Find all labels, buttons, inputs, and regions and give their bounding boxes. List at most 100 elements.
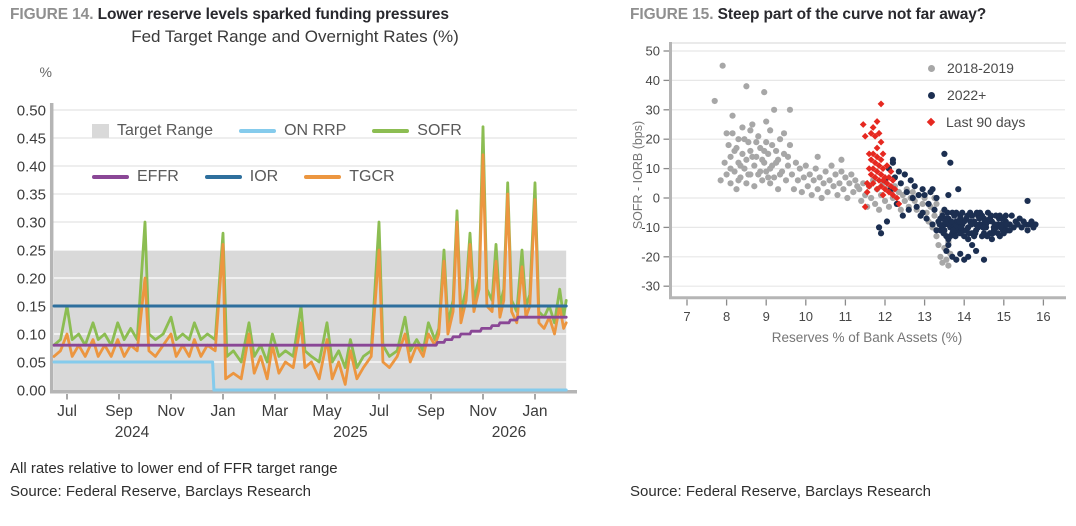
data-point-diamond bbox=[863, 179, 871, 187]
data-point bbox=[773, 147, 780, 155]
data-point bbox=[786, 106, 794, 113]
data-point bbox=[883, 218, 891, 225]
data-point bbox=[773, 159, 780, 166]
tgcr-line-swatch-icon bbox=[304, 175, 342, 179]
data-point bbox=[968, 221, 975, 228]
data-point bbox=[848, 171, 855, 178]
legend-label-target-range: Target Range bbox=[117, 122, 214, 139]
target-range-band bbox=[54, 250, 567, 390]
data-point-diamond bbox=[875, 176, 883, 184]
data-point bbox=[940, 230, 947, 237]
data-point bbox=[923, 215, 930, 222]
data-point bbox=[919, 200, 926, 207]
data-point bbox=[759, 177, 766, 184]
scatter-series-last-90-days bbox=[859, 100, 903, 211]
data-point-diamond bbox=[875, 129, 883, 137]
data-point-diamond bbox=[885, 188, 893, 196]
series-line-tgcr bbox=[52, 153, 568, 386]
data-point bbox=[1032, 221, 1039, 228]
data-point bbox=[747, 127, 754, 134]
data-point-diamond bbox=[867, 129, 875, 137]
figure15-title: FIGURE 15. Steep part of the curve not f… bbox=[630, 6, 986, 24]
figure14-footnote: All rates relative to lower end of FFR t… bbox=[10, 460, 338, 477]
data-point-diamond bbox=[863, 188, 871, 196]
figure14-label: FIGURE 14. bbox=[10, 6, 94, 23]
data-point bbox=[802, 162, 809, 169]
data-point bbox=[842, 174, 849, 181]
ior-line-swatch-icon bbox=[204, 175, 242, 179]
data-point bbox=[737, 162, 744, 169]
legend-item-2018-2019: 2018-2019 bbox=[928, 59, 1025, 77]
data-point bbox=[784, 153, 792, 160]
legend-item-2022plus: 2022+ bbox=[928, 86, 1025, 104]
y-tick-label: 0.45 bbox=[17, 131, 46, 148]
data-point bbox=[814, 153, 821, 160]
data-point bbox=[717, 177, 724, 184]
data-point bbox=[1008, 212, 1015, 219]
data-point-diamond bbox=[871, 174, 879, 181]
data-point bbox=[937, 215, 944, 222]
data-point bbox=[965, 230, 973, 237]
data-point bbox=[721, 159, 728, 166]
data-point bbox=[989, 230, 996, 237]
data-point bbox=[826, 177, 833, 184]
data-point bbox=[976, 215, 983, 222]
y-tick-label: 0.50 bbox=[17, 103, 46, 120]
figure15-label: FIGURE 15. bbox=[630, 6, 714, 23]
legend-item-tgcr: TGCR bbox=[304, 168, 395, 186]
data-point bbox=[909, 189, 916, 196]
legend-label-sofr: SOFR bbox=[417, 122, 462, 139]
data-point bbox=[953, 256, 960, 263]
y-tick-label: 50 bbox=[646, 44, 660, 59]
data-point bbox=[981, 218, 988, 225]
data-point-diamond bbox=[869, 165, 877, 172]
data-point bbox=[745, 171, 752, 178]
data-point bbox=[933, 194, 940, 202]
data-point bbox=[944, 209, 951, 216]
data-point bbox=[941, 150, 948, 157]
data-point bbox=[749, 153, 756, 160]
data-point bbox=[1003, 221, 1011, 228]
data-point bbox=[881, 197, 889, 205]
data-point bbox=[872, 200, 879, 207]
data-point bbox=[860, 180, 867, 187]
data-point bbox=[798, 189, 805, 196]
data-point-diamond bbox=[877, 182, 885, 190]
data-point bbox=[832, 171, 839, 178]
data-point-diamond bbox=[871, 132, 879, 140]
effr-line-swatch-icon bbox=[92, 175, 129, 179]
x-tick-label: Nov bbox=[157, 403, 185, 420]
data-point bbox=[907, 177, 914, 184]
data-point bbox=[933, 200, 940, 207]
y-tick-label: 0.30 bbox=[17, 215, 46, 232]
data-point bbox=[729, 112, 736, 119]
data-point bbox=[875, 206, 883, 213]
data-point bbox=[899, 212, 906, 219]
data-point bbox=[767, 165, 774, 172]
data-point bbox=[969, 212, 976, 219]
data-point bbox=[769, 141, 776, 149]
data-point-diamond bbox=[869, 150, 877, 158]
x-tick-label: 10 bbox=[799, 309, 813, 324]
data-point bbox=[919, 209, 926, 216]
data-point bbox=[964, 212, 971, 219]
data-point-diamond bbox=[893, 194, 901, 202]
data-point bbox=[846, 180, 853, 187]
data-point-diamond bbox=[889, 191, 897, 199]
data-point bbox=[933, 233, 940, 240]
x-year-label: 2024 bbox=[115, 424, 150, 441]
data-point bbox=[929, 186, 936, 193]
y-tick-label: -20 bbox=[641, 249, 660, 264]
legend-label-tgcr: TGCR bbox=[349, 168, 395, 185]
data-point bbox=[1024, 197, 1031, 205]
data-point bbox=[945, 241, 952, 249]
data-point bbox=[925, 200, 932, 207]
legend-item-target-range: Target Range bbox=[92, 122, 213, 140]
data-point bbox=[794, 177, 801, 184]
data-point bbox=[774, 186, 782, 193]
data-point bbox=[788, 171, 796, 178]
y-tick-label: -10 bbox=[641, 220, 660, 235]
data-point bbox=[733, 144, 740, 152]
data-point bbox=[901, 197, 908, 205]
